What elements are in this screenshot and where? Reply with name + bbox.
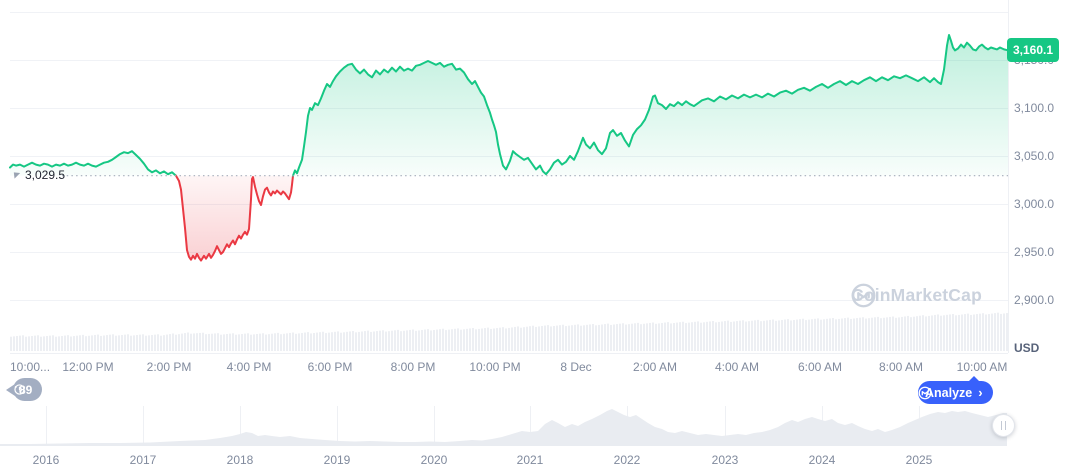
volume-bars <box>10 312 1008 351</box>
open-price-label: 3,029.5 <box>10 168 66 182</box>
coinmarketcap-logo-icon <box>918 386 932 399</box>
y-axis-label: 3,100.0 <box>1014 101 1055 115</box>
x-axis-label: 10:00 PM <box>469 360 521 374</box>
x-axis-label: 2:00 PM <box>146 360 192 374</box>
navigator-year-label: 2022 <box>613 453 641 467</box>
x-axis-label: 8:00 PM <box>390 360 436 374</box>
handle-grip-icon <box>1004 421 1007 430</box>
x-axis-label: 2:00 AM <box>632 360 678 374</box>
open-price-marker-icon <box>10 168 21 179</box>
navigator-year-label: 2017 <box>129 453 157 467</box>
navigator-year-label: 2018 <box>226 453 254 467</box>
price-area-fills <box>10 35 1008 261</box>
navigator-year-label: 2025 <box>905 453 933 467</box>
x-axis-label: 12:00 PM <box>62 360 114 374</box>
analyze-label: Analyze <box>925 385 973 400</box>
history-badge[interactable]: 89 <box>13 378 43 401</box>
x-axis-label: 4:00 PM <box>226 360 272 374</box>
navigator-year-label: 2021 <box>516 453 544 467</box>
x-axis-label: 10:00 AM <box>956 360 1008 374</box>
navigator-year-label: 2020 <box>420 453 448 467</box>
handle-grip-icon <box>1000 421 1003 430</box>
x-axis-label: 6:00 AM <box>797 360 843 374</box>
x-axis-label: 8 Dec <box>560 360 592 374</box>
navigator-canvas[interactable] <box>0 404 1072 450</box>
y-axis-label: 2,950.0 <box>1014 245 1055 259</box>
analyze-button[interactable]: Analyze › <box>918 376 993 404</box>
x-axis-label: 8:00 AM <box>878 360 924 374</box>
navigator-year-label: 2024 <box>808 453 836 467</box>
y-axis-unit-label: USD <box>1014 341 1040 355</box>
chevron-right-icon: › <box>978 385 983 400</box>
coinmarketcap-logo-icon <box>851 283 876 308</box>
watermark: CoinMarketCap <box>851 283 982 308</box>
navigator-area <box>0 409 1007 446</box>
navigator-handle[interactable] <box>992 414 1015 437</box>
navigator-year-label: 2023 <box>711 453 739 467</box>
x-axis-label: 6:00 PM <box>307 360 353 374</box>
y-axis-label: 3,000.0 <box>1014 197 1055 211</box>
price-chart-canvas[interactable] <box>0 0 1072 356</box>
current-price-badge: 3,160.1 <box>1007 38 1059 62</box>
navigator-year-label: 2019 <box>323 453 351 467</box>
navigator-year-label: 2016 <box>32 453 60 467</box>
watermark-text: CoinMarketCap <box>851 285 982 305</box>
clock-history-icon <box>14 384 25 395</box>
x-axis-label: 10:00... <box>10 360 51 374</box>
x-axis-label: 4:00 AM <box>714 360 760 374</box>
open-price-value: 3,029.5 <box>25 168 66 182</box>
gridlines <box>10 12 1008 301</box>
price-line <box>9 34 1009 262</box>
y-axis-label: 3,050.0 <box>1014 149 1055 163</box>
y-axis-label: 2,900.0 <box>1014 293 1055 307</box>
